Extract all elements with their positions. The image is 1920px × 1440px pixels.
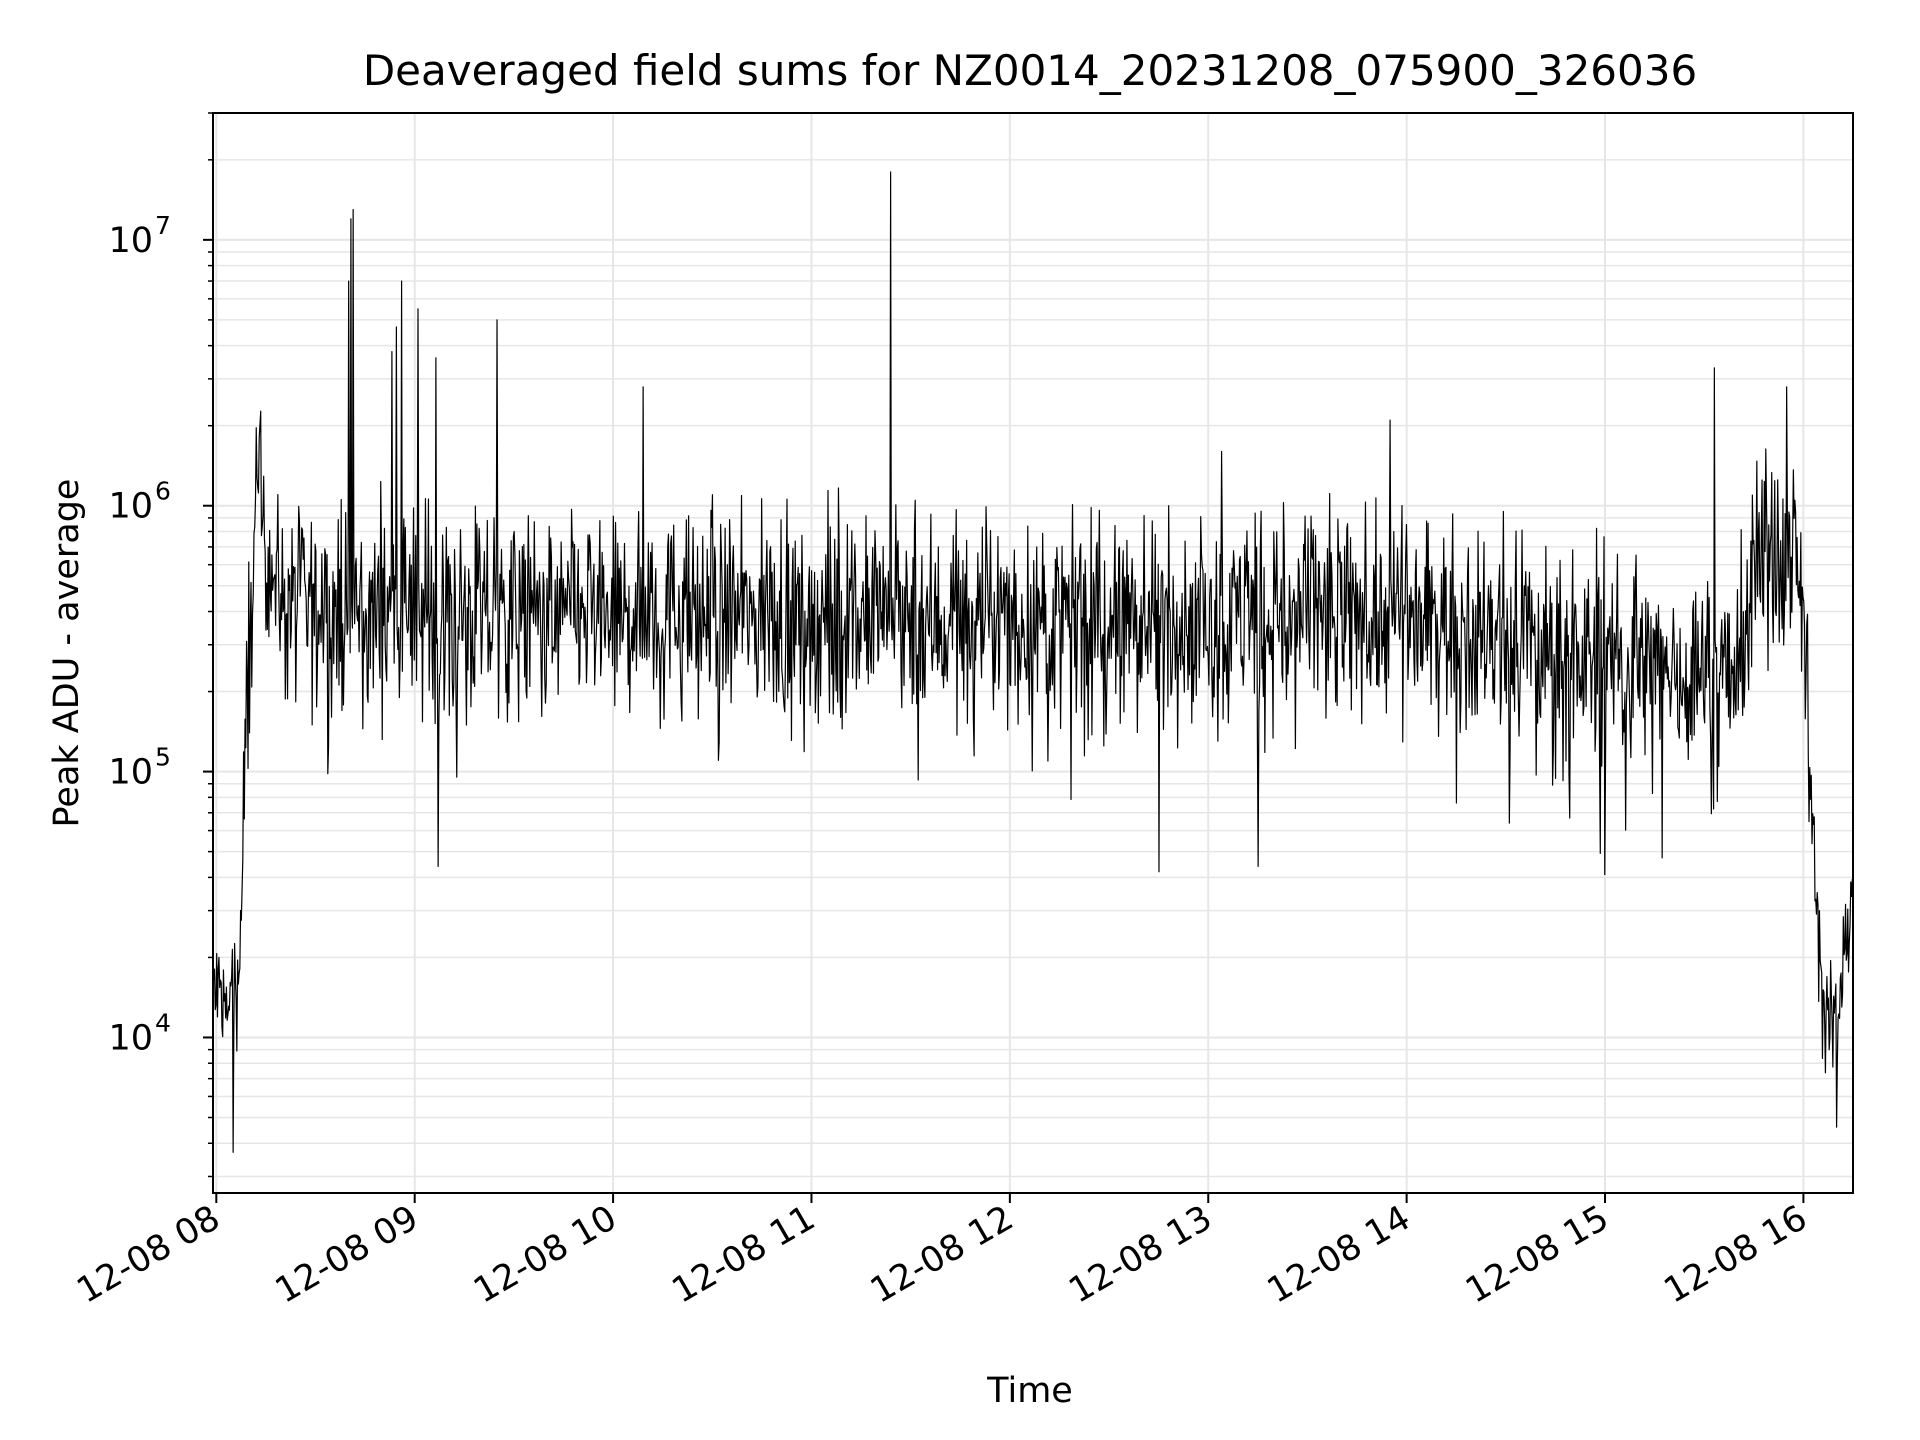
y-tick-label: 10 — [108, 221, 153, 261]
y-tick-label-exponent: 4 — [155, 1008, 171, 1037]
y-tick-label: 10 — [108, 753, 153, 793]
y-tick-label-exponent: 5 — [155, 743, 171, 772]
y-tick-label: 10 — [108, 487, 153, 527]
chart-title: Deaveraged field sums for NZ0014_2023120… — [363, 46, 1697, 95]
y-axis-label: Peak ADU - average — [47, 479, 87, 828]
plot-area — [212, 171, 1854, 1153]
y-tick-label: 10 — [108, 1018, 153, 1058]
gridlines — [213, 112, 1853, 1193]
y-tick-label-exponent: 7 — [155, 211, 171, 240]
series-line — [212, 171, 1854, 1153]
y-tick-label-exponent: 6 — [155, 477, 171, 506]
plot-frame — [212, 112, 1854, 1194]
x-axis-label: Time — [986, 1371, 1073, 1411]
